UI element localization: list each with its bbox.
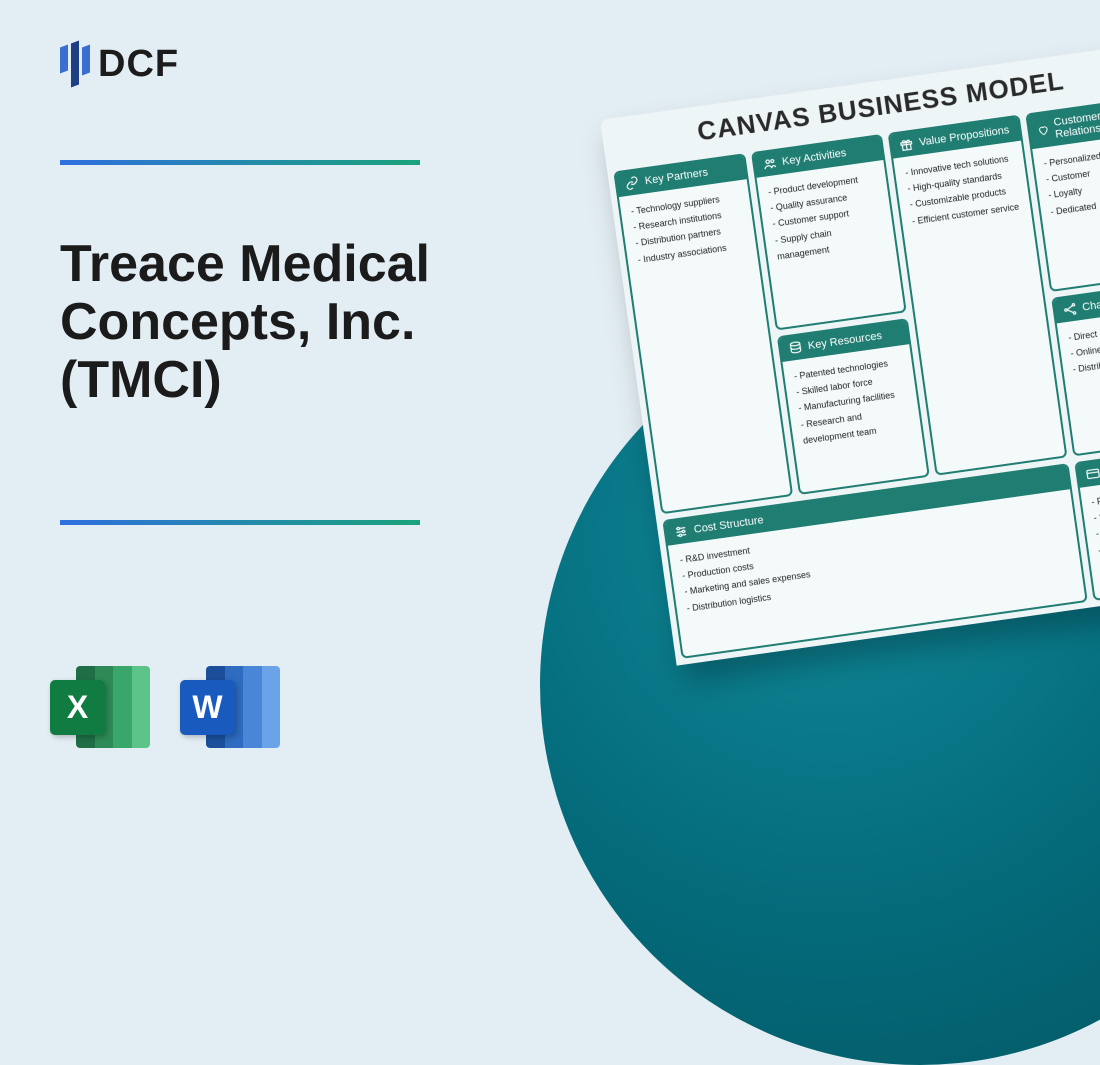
cell-label: Customer Relationships [1053, 104, 1100, 141]
app-icons: X W [50, 660, 280, 755]
link-icon [624, 175, 640, 191]
brand-logo: DCF [60, 40, 179, 88]
users-icon [761, 156, 777, 172]
gift-icon [898, 137, 914, 153]
network-icon [1062, 302, 1078, 318]
cell-body: Patented technologiesSkilled labor force… [782, 344, 923, 458]
cell-body: Innovative tech solutionsHigh-quality st… [893, 141, 1031, 239]
cell-body: Product developmentQuality assuranceCust… [756, 160, 897, 274]
divider-bottom [60, 520, 420, 525]
word-badge: W [180, 680, 235, 735]
logo-text: DCF [98, 43, 179, 86]
logo-bars-icon [60, 40, 90, 88]
cell-label: Key Partners [644, 167, 709, 188]
cell-label: Channels [1081, 295, 1100, 313]
heart-icon [1036, 123, 1049, 138]
canvas-card: CANVAS BUSINESS MODEL Key Partners Techn… [600, 42, 1100, 666]
page-title: Treace Medical Concepts, Inc. (TMCI) [60, 235, 490, 410]
divider-top [60, 160, 420, 165]
card-icon [1085, 466, 1100, 482]
cell-body: Technology suppliersResearch institution… [619, 179, 757, 277]
database-icon [787, 340, 803, 356]
word-icon: W [180, 660, 280, 755]
excel-badge: X [50, 680, 105, 735]
sliders-icon [673, 524, 689, 540]
excel-icon: X [50, 660, 150, 755]
cell-key-resources: Key Resources Patented technologiesSkill… [776, 318, 929, 495]
cell-label: Key Activities [781, 147, 847, 168]
canvas-grid: Key Partners Technology suppliersResearc… [607, 89, 1100, 666]
cell-key-activities: Key Activities Product developmentQualit… [750, 134, 906, 331]
